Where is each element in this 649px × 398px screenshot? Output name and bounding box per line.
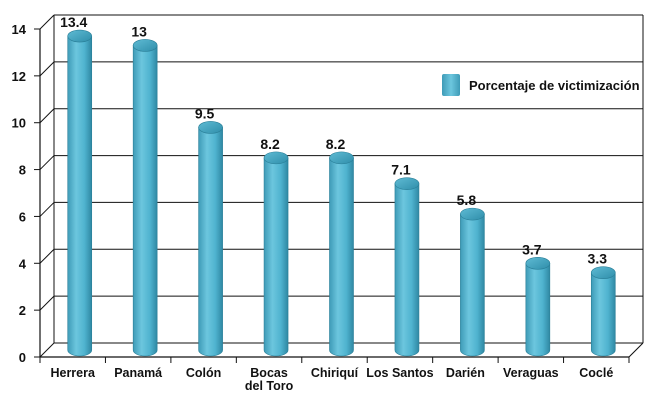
x-tick-label: Darién — [446, 366, 485, 380]
bar-body — [460, 213, 485, 357]
bar — [590, 266, 616, 357]
x-tick-label: Veraguas — [503, 366, 559, 380]
bar-body — [329, 157, 354, 357]
y-tick-label: 10 — [12, 116, 26, 131]
bar — [263, 151, 289, 357]
x-tick-label-line: Panamá — [114, 366, 162, 380]
y-axis-tick-labels: 0 2 4 6 8 10 12 14 — [12, 22, 27, 365]
axes — [34, 15, 644, 363]
data-label: 8.2 — [260, 136, 280, 152]
x-tick-label-line: Veraguas — [503, 366, 559, 380]
bar — [525, 257, 551, 357]
bar-body — [67, 35, 93, 357]
bar — [329, 151, 354, 357]
bar-top — [590, 266, 616, 279]
data-label: 3.7 — [522, 241, 542, 257]
gridline-diagonal — [39, 248, 55, 264]
data-labels: 13.4 13 9.5 8.2 8.2 7.1 5.8 3.7 3.3 — [60, 14, 607, 267]
bars — [67, 29, 616, 357]
legend-swatch — [442, 74, 460, 96]
bar-top — [67, 29, 93, 43]
bar — [132, 39, 158, 357]
data-label: 7.1 — [391, 162, 411, 178]
bar-top — [460, 207, 485, 221]
x-tick-label: Bocas del Toro — [245, 366, 294, 393]
bar-top — [525, 257, 551, 270]
x-tick-label-line: Chiriquí — [311, 366, 359, 380]
x-tick-label-line: Colón — [186, 366, 221, 380]
bar-top — [263, 151, 289, 165]
data-label: 5.8 — [457, 192, 477, 208]
x-tick-label-line: del Toro — [245, 379, 294, 393]
data-label: 9.5 — [195, 105, 215, 121]
y-tick-label: 6 — [19, 209, 26, 224]
x-tick-label: Herrera — [50, 366, 96, 380]
data-label: 13.4 — [60, 14, 87, 30]
bar-body — [198, 127, 223, 357]
data-label: 13 — [131, 23, 147, 39]
y-tick-label: 14 — [12, 22, 27, 37]
y-tick-label: 0 — [19, 350, 26, 365]
x-tick-label: Los Santos — [366, 366, 433, 380]
bar-body — [525, 263, 551, 357]
x-tick-label-line: Darién — [446, 366, 485, 380]
y-tick-label: 2 — [19, 303, 26, 318]
gridline-diagonal — [39, 108, 55, 124]
bar — [67, 29, 93, 357]
x-tick-label-line: Herrera — [50, 366, 96, 380]
bar — [198, 121, 223, 357]
bar-top — [394, 177, 420, 190]
bar-body — [394, 183, 420, 357]
gridline-diagonal — [39, 14, 55, 30]
y-tick-label: 8 — [19, 163, 26, 178]
x-tick-label: Panamá — [114, 366, 162, 380]
x-tick-label-line: Bocas — [250, 366, 288, 380]
bar-body — [590, 272, 616, 357]
bar — [394, 177, 420, 357]
gridline-diagonal — [39, 202, 55, 217]
x-tick-label: Chiriquí — [311, 366, 359, 380]
floor-right-edge — [628, 342, 644, 358]
bar-top — [132, 39, 158, 52]
data-label: 8.2 — [326, 136, 346, 152]
gridline-diagonal — [39, 295, 55, 311]
bar — [460, 207, 485, 357]
legend-label: Porcentaje de victimización — [469, 78, 640, 93]
gridline-diagonal — [39, 155, 55, 170]
legend: Porcentaje de victimización — [442, 74, 640, 96]
x-tick-label-line: Coclé — [579, 366, 613, 380]
x-tick-label: Coclé — [579, 366, 613, 380]
gridline-diagonal — [39, 61, 55, 77]
y-tick-label: 12 — [12, 69, 26, 84]
x-tick-label: Colón — [186, 366, 221, 380]
bar-top — [329, 151, 354, 165]
x-axis-tick-labels: Herrera Panamá Colón Bocas del Toro Chiriquí L… — [50, 366, 613, 393]
bar-body — [132, 45, 158, 357]
bar-body — [263, 157, 289, 357]
gridline-diagonal — [39, 342, 55, 358]
bar-top — [198, 121, 223, 134]
x-tick-label-line: Los Santos — [366, 366, 433, 380]
data-label: 3.3 — [588, 251, 608, 267]
y-tick-label: 4 — [19, 256, 27, 271]
